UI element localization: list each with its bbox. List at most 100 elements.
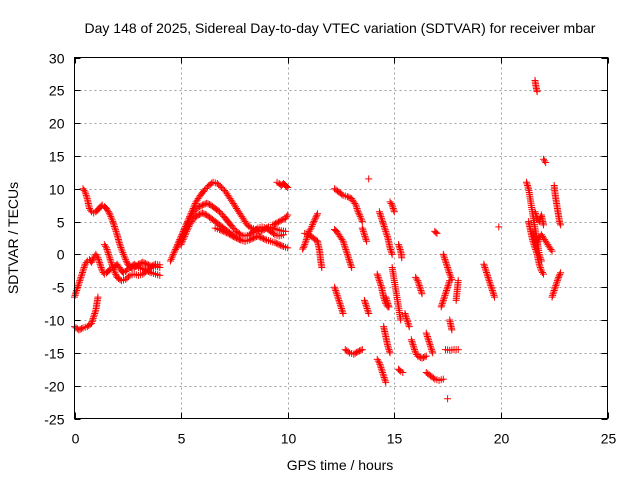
series-arc-37	[441, 346, 462, 354]
data-point	[75, 278, 83, 286]
series-arc-2	[71, 293, 102, 334]
data-point	[309, 219, 317, 227]
y-tick-label: 30	[49, 51, 65, 67]
x-tick-label: 0	[72, 431, 80, 447]
data-point	[376, 211, 384, 219]
data-point	[382, 378, 390, 386]
data-point	[345, 193, 353, 201]
data-point	[411, 346, 419, 354]
data-point	[134, 260, 142, 268]
data-point	[335, 296, 343, 304]
data-point	[338, 306, 346, 314]
data-point	[107, 257, 115, 265]
data-point	[365, 309, 373, 317]
data-point	[389, 203, 397, 211]
series-arc-46	[531, 208, 548, 229]
data-point	[156, 264, 164, 272]
data-point	[218, 183, 226, 191]
data-point	[230, 224, 238, 232]
data-point	[379, 219, 387, 227]
data-point	[542, 159, 550, 167]
data-point	[382, 227, 390, 235]
data-point	[111, 224, 119, 232]
data-point	[307, 224, 315, 232]
data-point	[309, 221, 317, 229]
data-point	[417, 287, 425, 295]
data-point	[362, 234, 370, 242]
data-point	[311, 214, 319, 222]
data-point	[112, 227, 120, 235]
data-point	[102, 244, 110, 252]
data-point	[428, 347, 436, 355]
data-point	[260, 235, 268, 243]
data-point	[445, 280, 453, 288]
data-point	[89, 314, 97, 322]
series-arc-23	[380, 323, 394, 357]
data-point	[122, 256, 130, 264]
data-point	[388, 201, 396, 209]
series-arc-29	[401, 309, 413, 331]
data-point	[360, 229, 368, 237]
data-point	[384, 301, 392, 309]
data-point	[425, 337, 433, 345]
data-point	[523, 180, 531, 188]
data-point	[376, 280, 384, 288]
data-point	[180, 234, 188, 242]
data-point	[254, 232, 262, 240]
data-point	[191, 206, 199, 214]
data-point	[198, 201, 206, 209]
data-point	[382, 229, 390, 237]
data-point	[386, 244, 394, 252]
data-point	[354, 206, 362, 214]
data-point	[424, 336, 432, 344]
data-point	[109, 264, 117, 272]
data-point	[360, 296, 368, 304]
data-point	[378, 365, 386, 373]
data-point	[181, 232, 189, 240]
data-point	[201, 186, 209, 194]
data-point	[272, 220, 280, 228]
data-point	[283, 213, 291, 221]
data-point	[556, 270, 564, 278]
series-arc-36	[439, 250, 456, 283]
data-point	[101, 242, 109, 250]
data-point	[261, 235, 269, 243]
data-point	[429, 349, 437, 357]
data-point	[383, 232, 391, 240]
data-point	[534, 237, 542, 245]
data-point	[81, 262, 89, 270]
data-point	[440, 252, 448, 260]
data-point	[177, 241, 185, 249]
series-arc-39	[444, 395, 452, 403]
data-point	[429, 374, 437, 382]
data-point	[107, 259, 115, 267]
data-point	[357, 346, 365, 354]
data-point	[427, 342, 435, 350]
data-point	[119, 249, 127, 257]
data-point	[182, 229, 190, 237]
data-point	[540, 221, 548, 229]
data-point	[344, 348, 352, 356]
data-point	[378, 367, 386, 375]
data-point	[362, 236, 370, 244]
data-point	[486, 280, 494, 288]
series-arc-26	[388, 264, 405, 324]
data-point	[409, 342, 417, 350]
data-point	[230, 233, 238, 241]
y-tick-label: -25	[44, 412, 64, 428]
data-point	[110, 267, 118, 275]
data-point	[80, 264, 88, 272]
data-point	[359, 226, 367, 234]
data-point	[379, 218, 387, 226]
data-point	[417, 288, 425, 296]
data-point	[219, 185, 227, 193]
data-point	[89, 316, 97, 324]
data-point	[374, 273, 382, 281]
y-axis-label: SDTVAR / TECUs	[5, 182, 21, 294]
data-point	[269, 230, 277, 238]
data-point	[202, 185, 210, 193]
data-point	[75, 326, 83, 334]
data-point	[441, 290, 449, 298]
data-point	[361, 298, 369, 306]
data-point	[122, 257, 130, 265]
